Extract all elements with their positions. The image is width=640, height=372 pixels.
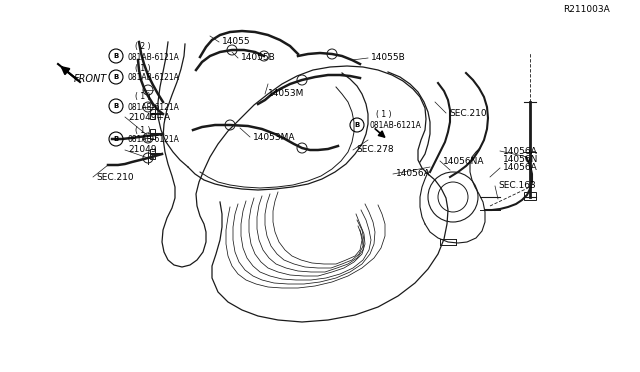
Text: 081AB-6121A: 081AB-6121A	[369, 121, 421, 129]
Text: 14053M: 14053M	[268, 90, 305, 99]
Text: FRONT: FRONT	[74, 74, 108, 84]
Bar	[524, 192, 536, 200]
Text: B: B	[113, 136, 118, 142]
Text: ( 1 ): ( 1 )	[376, 110, 392, 119]
Text: 081AB-6121A: 081AB-6121A	[128, 135, 180, 144]
Text: 21049: 21049	[128, 145, 157, 154]
Text: B: B	[113, 103, 118, 109]
Text: 14056A: 14056A	[503, 164, 538, 173]
Text: 14053MA: 14053MA	[253, 132, 296, 141]
Text: SEC.278: SEC.278	[356, 145, 394, 154]
Text: 081AB-6121A: 081AB-6121A	[128, 74, 180, 83]
Text: ( 2 ): ( 2 )	[135, 42, 150, 51]
Text: B: B	[113, 53, 118, 59]
Bar	[150, 149, 155, 159]
Bar	[150, 109, 155, 119]
Text: 081AB-6121A: 081AB-6121A	[128, 103, 180, 112]
Text: SEC.210: SEC.210	[449, 109, 486, 118]
Text: 14055: 14055	[222, 38, 251, 46]
Text: B: B	[113, 74, 118, 80]
Text: 14055B: 14055B	[371, 54, 406, 62]
Text: ( 1 ): ( 1 )	[135, 93, 150, 102]
Text: 21049+A: 21049+A	[128, 112, 170, 122]
Text: ( 1 ): ( 1 )	[135, 64, 150, 73]
Text: 14056A: 14056A	[503, 147, 538, 155]
Text: 14056A: 14056A	[396, 170, 431, 179]
Text: 14055B: 14055B	[241, 54, 276, 62]
Text: 081AB-6121A: 081AB-6121A	[128, 52, 180, 61]
Bar	[150, 129, 155, 139]
Text: 14056NA: 14056NA	[443, 157, 484, 166]
Text: ( 1 ): ( 1 )	[135, 125, 150, 135]
Text: B: B	[355, 122, 360, 128]
Text: SEC.163: SEC.163	[498, 182, 536, 190]
Text: R211003A: R211003A	[563, 5, 610, 14]
Text: 14056N: 14056N	[503, 154, 538, 164]
Text: SEC.210: SEC.210	[96, 173, 134, 182]
